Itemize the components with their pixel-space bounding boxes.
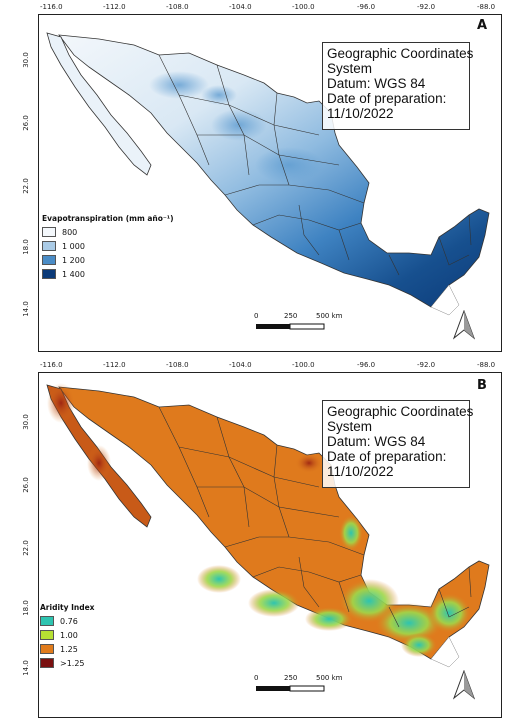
legend-label: 800	[62, 227, 78, 237]
baja-california-a	[46, 32, 152, 176]
info-box-b: Geographic Coordinates System Datum: WGS…	[322, 400, 474, 488]
y-tick: 14.0	[22, 660, 30, 676]
info-line: Datum: WGS 84	[327, 434, 426, 449]
legend-label: 1 400	[62, 269, 85, 279]
north-arrow-icon	[453, 310, 475, 340]
y-tick: 26.0	[22, 115, 30, 131]
panel-b: -116.0 -112.0 -108.0 -104.0 -100.0 -96.0…	[0, 358, 510, 721]
scale-label: 500 km	[316, 312, 343, 320]
scale-label: 500 km	[316, 674, 343, 682]
evapotranspiration-map	[46, 32, 490, 316]
info-line: Date of preparation:	[327, 91, 447, 106]
x-tick: -100.0	[292, 361, 315, 369]
legend-item: 1 000	[42, 241, 174, 251]
legend-title: Evapotranspiration (mm año⁻¹)	[42, 214, 174, 223]
legend-item: 1 200	[42, 255, 174, 265]
north-arrow-icon	[453, 670, 475, 700]
neighbor-land-b	[430, 636, 460, 668]
aridity-index-map	[46, 383, 490, 668]
legend-label: >1.25	[60, 658, 85, 668]
x-tick: -96.0	[357, 361, 376, 369]
x-tick: -108.0	[166, 3, 189, 11]
y-tick: 18.0	[22, 239, 30, 255]
legend-item: 800	[42, 227, 174, 237]
info-line: Geographic Coordinates	[327, 46, 474, 61]
info-line: System	[327, 61, 373, 76]
x-tick: -116.0	[40, 3, 63, 11]
scale-label: 250	[284, 674, 298, 682]
state-boundaries-b	[158, 406, 472, 628]
info-line: Date of preparation:	[327, 449, 447, 464]
legend-swatch	[40, 644, 54, 654]
legend-item: >1.25	[40, 658, 95, 668]
mexico-mainland-b	[58, 386, 490, 660]
legend-swatch	[42, 255, 56, 265]
x-tick: -100.0	[292, 3, 315, 11]
y-tick: 26.0	[22, 477, 30, 493]
legend-label: 1.00	[60, 630, 78, 640]
x-tick: -92.0	[417, 361, 436, 369]
info-line: Datum: WGS 84	[327, 76, 426, 91]
map-frame-a	[38, 14, 502, 352]
legend-a: Evapotranspiration (mm año⁻¹) 800 1 000 …	[42, 214, 174, 279]
x-tick: -112.0	[103, 3, 126, 11]
legend-swatch	[40, 616, 54, 626]
neighbor-land-a	[430, 284, 460, 316]
legend-b: Aridity Index 0.76 1.00 1.25 >1.25	[40, 603, 95, 668]
legend-item: 1 400	[42, 269, 174, 279]
x-tick: -104.0	[229, 361, 252, 369]
y-tick: 14.0	[22, 301, 30, 317]
legend-label: 0.76	[60, 616, 78, 626]
scale-bar-a: 0 250 500 km	[254, 312, 342, 334]
info-line: 11/10/2022	[327, 106, 394, 121]
x-tick: -88.0	[477, 3, 496, 11]
state-boundaries-a	[158, 54, 472, 276]
panel-letter-b: B	[477, 378, 487, 393]
scale-label: 0	[254, 312, 259, 320]
legend-swatch	[42, 241, 56, 251]
info-line: System	[327, 419, 373, 434]
x-tick: -116.0	[40, 361, 63, 369]
legend-title: Aridity Index	[40, 603, 95, 612]
y-tick: 30.0	[22, 52, 30, 68]
info-line: 11/10/2022	[327, 464, 394, 479]
y-tick: 18.0	[22, 600, 30, 616]
x-tick: -88.0	[477, 361, 496, 369]
legend-label: 1.25	[60, 644, 78, 654]
scale-label: 0	[254, 674, 259, 682]
legend-label: 1 000	[62, 241, 85, 251]
y-tick: 30.0	[22, 414, 30, 430]
legend-item: 1.00	[40, 630, 95, 640]
x-tick: -92.0	[417, 3, 436, 11]
x-tick: -108.0	[166, 361, 189, 369]
x-tick: -96.0	[357, 3, 376, 11]
x-tick: -104.0	[229, 3, 252, 11]
legend-swatch	[40, 658, 54, 668]
panel-a: -116.0 -112.0 -108.0 -104.0 -100.0 -96.0…	[0, 0, 510, 355]
scale-bar-b: 0 250 500 km	[254, 674, 342, 696]
info-box-a: Geographic Coordinates System Datum: WGS…	[322, 42, 474, 130]
legend-swatch	[42, 269, 56, 279]
legend-label: 1 200	[62, 255, 85, 265]
legend-swatch	[40, 630, 54, 640]
x-tick: -112.0	[103, 361, 126, 369]
scale-label: 250	[284, 312, 298, 320]
info-line: Geographic Coordinates	[327, 404, 474, 419]
legend-item: 0.76	[40, 616, 95, 626]
y-tick: 22.0	[22, 178, 30, 194]
panel-letter-a: A	[477, 18, 488, 33]
legend-swatch	[42, 227, 56, 237]
legend-item: 1.25	[40, 644, 95, 654]
y-tick: 22.0	[22, 540, 30, 556]
